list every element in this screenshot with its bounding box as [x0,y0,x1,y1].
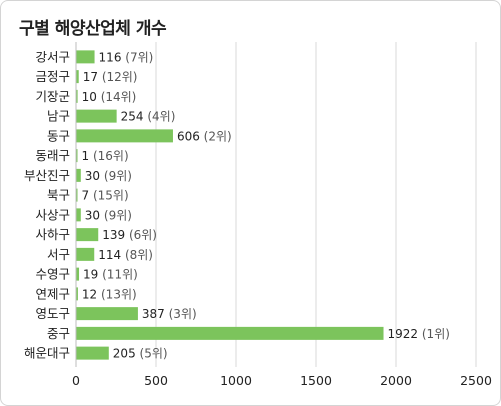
data-label: 606 (2위) [177,129,232,143]
category-label: 기장군 [35,89,70,104]
x-tick-label: 2000 [380,373,412,388]
data-label: 10 (14위) [82,90,137,104]
data-label: 1922 (1위) [388,327,450,341]
category-label: 중구 [47,326,70,341]
data-label: 1 (16위) [82,149,129,163]
data-label-rank: (6위) [125,228,157,242]
data-label-rank: (5위) [136,347,168,361]
bar [76,326,384,340]
category-label: 동구 [47,128,70,143]
data-label: 139 (6위) [102,228,157,242]
data-label-value: 387 [142,307,165,321]
data-label-value: 254 [121,110,144,124]
data-label-value: 7 [82,189,90,203]
data-label: 114 (8위) [98,248,153,262]
bar [76,109,117,123]
data-label: 387 (3위) [142,307,197,321]
category-label: 영도구 [35,306,70,321]
data-label-rank: (12위) [98,70,138,84]
category-label: 동래구 [35,148,70,163]
bar [76,228,99,242]
x-tick-label: 0 [72,373,80,388]
category-label: 금정구 [35,69,70,84]
data-label-value: 116 [99,50,122,64]
category-label: 남구 [47,109,70,124]
data-label-value: 114 [98,248,121,262]
data-label-value: 139 [102,228,125,242]
data-label-value: 606 [177,129,200,143]
bar [76,247,95,261]
bar [76,89,78,103]
data-label-value: 12 [82,287,97,301]
data-label-rank: (9위) [100,208,132,222]
data-label-rank: (15위) [89,189,129,203]
data-label: 19 (11위) [83,268,138,282]
data-label: 254 (4위) [121,110,176,124]
data-label-value: 30 [85,169,100,183]
category-label: 서구 [47,247,70,262]
category-label: 사하구 [35,227,70,242]
bar [76,307,138,321]
data-label-value: 10 [82,90,97,104]
data-label: 30 (9위) [85,169,132,183]
data-label: 17 (12위) [83,70,138,84]
data-label-rank: (14위) [97,90,137,104]
bar [76,129,173,143]
category-label: 사상구 [35,207,70,222]
data-label-value: 17 [83,70,98,84]
data-label-value: 1 [82,149,90,163]
bar [76,188,78,202]
data-label-rank: (8위) [121,248,153,262]
data-label-value: 1922 [388,327,419,341]
bar [76,287,78,301]
bar [76,346,109,360]
x-tick-label: 500 [144,373,168,388]
category-label: 해운대구 [24,346,70,361]
category-label: 부산진구 [24,168,70,183]
data-label-rank: (9위) [100,169,132,183]
bar [76,50,95,64]
data-label-rank: (13위) [97,287,137,301]
category-label: 수영구 [35,267,70,282]
data-label: 7 (15위) [82,189,129,203]
data-label: 30 (9위) [85,208,132,222]
data-label-rank: (2위) [200,129,232,143]
bar [76,168,81,182]
data-label-value: 30 [85,208,100,222]
category-label: 연제구 [35,286,70,301]
category-label: 강서구 [35,49,70,64]
data-label-value: 205 [113,347,136,361]
data-label-rank: (3위) [165,307,197,321]
x-tick-label: 2500 [460,373,492,388]
data-label-rank: (1위) [418,327,450,341]
x-tick-label: 1000 [220,373,252,388]
data-label: 116 (7위) [99,50,154,64]
bar [76,149,78,163]
data-label: 12 (13위) [82,287,137,301]
bar [76,208,81,222]
data-label-value: 19 [83,268,98,282]
category-label: 북구 [47,188,70,203]
x-tick-label: 1500 [300,373,332,388]
data-label-rank: (7위) [121,50,153,64]
data-label: 205 (5위) [113,347,168,361]
chart-title: 구별 해양산업체 개수 [19,19,167,39]
data-label-rank: (11위) [98,268,138,282]
bar [76,70,79,84]
data-label-rank: (16위) [89,149,129,163]
data-label-rank: (4위) [144,110,176,124]
bar [76,267,80,281]
